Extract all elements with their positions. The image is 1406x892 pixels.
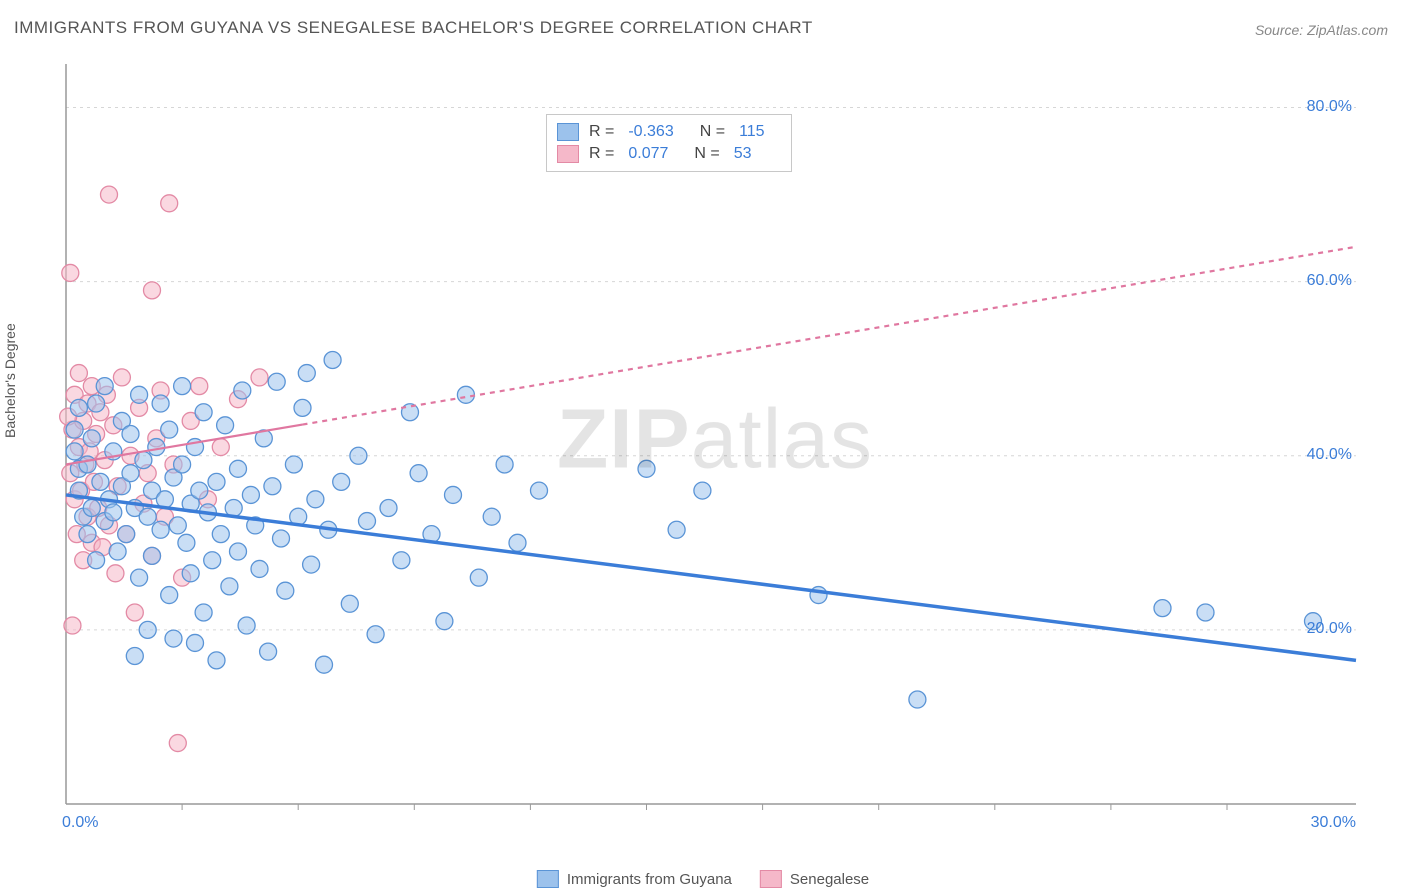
stat-r-guyana: -0.363: [628, 123, 673, 141]
axis-tick-label: 80.0%: [1307, 98, 1352, 116]
axis-tick-label: 0.0%: [62, 814, 98, 832]
stat-n-senegalese: 53: [734, 145, 752, 163]
swatch-senegalese: [760, 870, 782, 888]
legend-label-senegalese: Senegalese: [790, 871, 869, 888]
swatch-guyana: [537, 870, 559, 888]
stats-legend: R = -0.363 N = 115 R = 0.077 N = 53: [546, 114, 792, 172]
stat-n-label: N =: [694, 145, 719, 163]
source-label: Source:: [1255, 22, 1307, 38]
chart-title: IMMIGRANTS FROM GUYANA VS SENEGALESE BAC…: [14, 18, 813, 38]
stat-r-senegalese: 0.077: [628, 145, 668, 163]
swatch-senegalese: [557, 145, 579, 163]
stat-r-label: R =: [589, 145, 614, 163]
bottom-legend: Immigrants from Guyana Senegalese: [537, 870, 869, 888]
legend-item-guyana: Immigrants from Guyana: [537, 870, 732, 888]
source-value: ZipAtlas.com: [1307, 22, 1388, 38]
legend-item-senegalese: Senegalese: [760, 870, 869, 888]
stat-n-label: N =: [700, 123, 725, 141]
stat-r-label: R =: [589, 123, 614, 141]
legend-label-guyana: Immigrants from Guyana: [567, 871, 732, 888]
axis-tick-label: 40.0%: [1307, 446, 1352, 464]
axis-tick-label: 30.0%: [1311, 814, 1356, 832]
y-axis-label: Bachelor's Degree: [2, 323, 18, 438]
chart-container: ZIPatlas R = -0.363 N = 115 R = 0.077 N …: [50, 54, 1380, 824]
stats-row-guyana: R = -0.363 N = 115: [557, 121, 781, 143]
source-citation: Source: ZipAtlas.com: [1255, 22, 1388, 38]
axis-tick-label: 60.0%: [1307, 272, 1352, 290]
axis-tick-label: 20.0%: [1307, 620, 1352, 638]
stat-n-guyana: 115: [739, 123, 765, 141]
swatch-guyana: [557, 123, 579, 141]
stats-row-senegalese: R = 0.077 N = 53: [557, 143, 781, 165]
